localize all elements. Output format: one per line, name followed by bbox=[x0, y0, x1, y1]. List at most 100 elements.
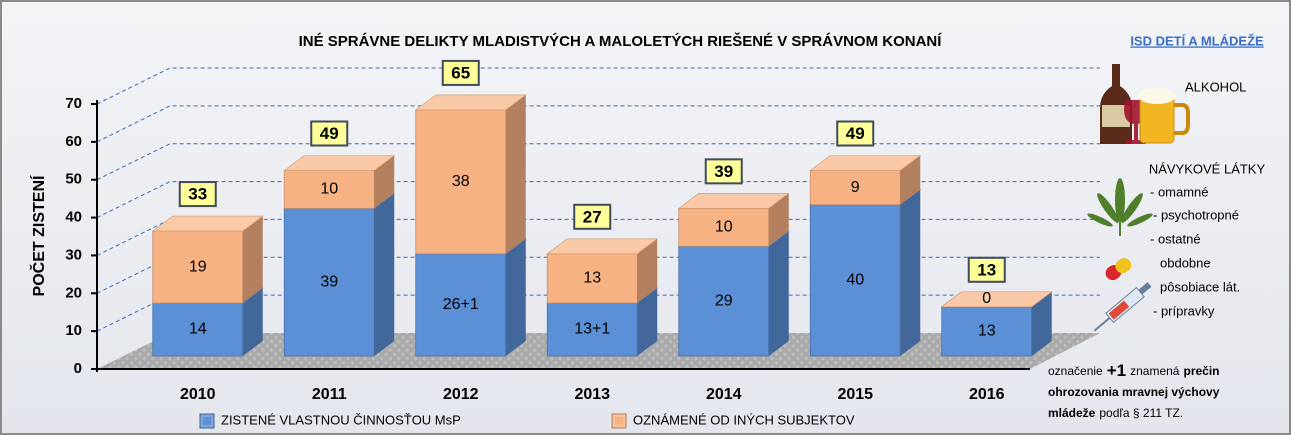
data-label: 19 bbox=[189, 258, 207, 275]
bar-side bbox=[242, 216, 263, 303]
legend-label: ZISTENÉ VLASTNOU ČINNOSŤOU MsP bbox=[221, 412, 461, 427]
total-label: 27 bbox=[583, 207, 602, 226]
data-label: 13 bbox=[978, 323, 996, 340]
y-axis-label: POČET ZISTENÍ bbox=[29, 175, 48, 296]
y-tick-label: 50 bbox=[65, 171, 82, 188]
bar-front bbox=[152, 302, 244, 357]
grid-line bbox=[96, 294, 1100, 332]
y-tick-label: 20 bbox=[65, 284, 82, 301]
side-panel: ISD DETÍ A MLÁDEŽE ALKOHOL NÁVYKOVÉ LÁTK… bbox=[1048, 33, 1265, 420]
bottle-label bbox=[1102, 105, 1130, 127]
x-tick-label: 2014 bbox=[706, 386, 742, 403]
bar-side bbox=[637, 288, 658, 356]
grid-line bbox=[96, 143, 1100, 181]
x-tick-label: 2010 bbox=[180, 386, 216, 403]
note-segment: +1 bbox=[1107, 361, 1126, 380]
note-line: označenie +1 znamená prečin bbox=[1048, 361, 1220, 380]
pill-icon bbox=[1105, 258, 1132, 281]
bar-top bbox=[283, 155, 396, 171]
note-segment: podľa § 211 TZ. bbox=[1099, 406, 1183, 420]
y-tick-label: 10 bbox=[65, 322, 82, 339]
note-segment: mládeže bbox=[1048, 406, 1096, 420]
total-box bbox=[441, 59, 480, 86]
grid-line bbox=[96, 105, 1100, 143]
data-label: 39 bbox=[320, 273, 338, 290]
link[interactable]: ISD DETÍ A MLÁDEŽE bbox=[1130, 33, 1264, 48]
legend-swatch-inner bbox=[203, 417, 211, 425]
total-box bbox=[310, 120, 349, 147]
y-tick-label: 40 bbox=[65, 209, 82, 226]
data-label: 29 bbox=[715, 292, 733, 309]
note-segment: znamená bbox=[1130, 364, 1180, 378]
bar-segment bbox=[809, 189, 922, 357]
drug-item: - omamné bbox=[1150, 184, 1209, 199]
data-label: 9 bbox=[851, 179, 860, 196]
data-label: 38 bbox=[452, 173, 470, 190]
grid-line bbox=[96, 67, 1100, 105]
bar-side bbox=[1031, 291, 1052, 356]
bar-side bbox=[242, 288, 263, 356]
bar-front bbox=[809, 170, 901, 205]
note-line: ohrozovania mravnej výchovy bbox=[1048, 385, 1220, 399]
x-tick-label: 2012 bbox=[443, 386, 479, 403]
bar-segment bbox=[940, 291, 1053, 308]
drug-item: - ostatné bbox=[1150, 231, 1201, 246]
bar-side bbox=[900, 155, 921, 205]
bar-front bbox=[283, 170, 375, 209]
bar-top bbox=[809, 155, 922, 171]
y-tick-label: 70 bbox=[65, 95, 82, 112]
data-label: 26+1 bbox=[443, 296, 479, 313]
bar-side bbox=[768, 231, 789, 356]
x-tick-label: 2011 bbox=[312, 386, 347, 403]
total-label: 49 bbox=[846, 124, 865, 143]
total-box bbox=[573, 203, 612, 230]
legend: ZISTENÉ VLASTNOU ČINNOSŤOU MsP OZNÁMENÉ O… bbox=[199, 412, 855, 429]
total-label: 49 bbox=[320, 124, 339, 143]
bars: 14 19 33 39 10 49 26+1 38 65 13+1 13 27 29 10 39 40 9 49 1… bbox=[151, 59, 1053, 357]
drugs-title: NÁVYKOVÉ LÁTKY bbox=[1149, 161, 1266, 176]
total-label: 65 bbox=[451, 63, 470, 82]
bar-side bbox=[374, 193, 395, 356]
total-label: 33 bbox=[188, 185, 207, 204]
bar-top bbox=[151, 215, 264, 232]
note-segment: ohrozovania mravnej výchovy bbox=[1048, 385, 1220, 399]
chart-title: INÉ SPRÁVNE DELIKTY MLADISTVÝCH A MALOLE… bbox=[299, 32, 943, 50]
total-box bbox=[967, 256, 1006, 283]
bar-side bbox=[637, 238, 658, 303]
bar-side bbox=[900, 189, 921, 356]
total-label: 39 bbox=[714, 162, 733, 181]
data-label: 0 bbox=[982, 290, 991, 307]
bar-segment bbox=[809, 155, 922, 205]
bar-segment bbox=[414, 94, 527, 255]
beer-handle bbox=[1174, 103, 1190, 135]
bar-top bbox=[940, 291, 1053, 308]
total-box bbox=[178, 181, 217, 208]
bar-front bbox=[809, 204, 901, 357]
bar-segment bbox=[283, 193, 396, 357]
drug-item: obdobne bbox=[1160, 255, 1211, 270]
grid bbox=[96, 67, 1100, 332]
bar-side bbox=[505, 94, 526, 254]
alcohol-label: ALKOHOL bbox=[1185, 79, 1246, 94]
bar-segment bbox=[283, 155, 396, 209]
bar-top bbox=[546, 238, 659, 255]
bar-segment bbox=[677, 193, 790, 247]
bar-segment bbox=[151, 287, 264, 357]
total-box bbox=[836, 120, 875, 147]
note-segment: označenie bbox=[1048, 364, 1103, 378]
syringe-icon bbox=[1093, 282, 1152, 332]
bar-front bbox=[152, 230, 244, 304]
bar-front bbox=[678, 245, 770, 357]
y-tick-label: 60 bbox=[65, 133, 82, 150]
bar-front bbox=[415, 253, 507, 357]
legend-swatch-inner bbox=[615, 417, 623, 425]
bar-segment bbox=[677, 230, 790, 357]
bar-front bbox=[546, 253, 638, 304]
y-tick-label: 30 bbox=[65, 246, 82, 263]
leaf-icon bbox=[1087, 178, 1153, 236]
data-label: 13 bbox=[583, 270, 601, 287]
grid-line bbox=[96, 218, 1100, 256]
drug-item: pôsobiace lát. bbox=[1160, 279, 1240, 294]
legend-label: OZNÁMENÉ OD INÝCH SUBJEKTOV bbox=[633, 412, 855, 427]
bar-segment bbox=[151, 215, 264, 304]
